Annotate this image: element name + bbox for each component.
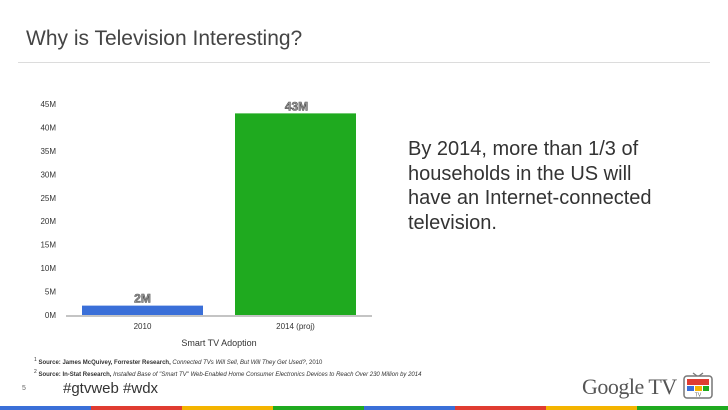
x-axis-title: Smart TV Adoption: [181, 338, 256, 348]
y-tick-label: 15M: [40, 241, 56, 250]
hashtags: #gtvweb #wdx: [63, 380, 159, 397]
slide-title: Why is Television Interesting?: [26, 27, 303, 50]
stripe-segment: [182, 406, 273, 410]
stripe-segment: [364, 406, 455, 410]
callout-text: By 2014, more than 1/3 of households in …: [408, 138, 652, 234]
bar-2014: [235, 113, 356, 315]
y-tick-label: 45M: [40, 100, 56, 109]
logo-text: Google TV: [582, 374, 677, 399]
footnote-1-number: 1: [34, 357, 37, 363]
tv-icon-badge: TV: [695, 393, 702, 399]
y-tick-label: 40M: [40, 123, 56, 132]
y-tick-label: 0M: [45, 311, 56, 320]
stripe-segment: [455, 406, 546, 410]
y-tick-label: 10M: [40, 264, 56, 273]
footnote-2: 2 Source: In-Stat Research, Installed Ba…: [34, 368, 421, 380]
stripe-segment: [637, 406, 728, 410]
y-tick-label: 35M: [40, 147, 56, 156]
footnotes: 1 Source: James McQuivey, Forrester Rese…: [34, 356, 421, 380]
x-tick-label: 2014 (proj): [276, 322, 315, 331]
page-number: 5: [22, 385, 26, 392]
footnote-2-source: Source: In-Stat Research,: [38, 372, 112, 378]
google-tv-logo: Google TV TV: [582, 372, 713, 400]
footnote-2-number: 2: [34, 369, 37, 375]
footnote-1: 1 Source: James McQuivey, Forrester Rese…: [34, 356, 421, 368]
footnote-1-tail: , 2010: [305, 360, 323, 366]
footnote-2-title: Installed Base of "Smart TV" Web-Enabled…: [113, 372, 422, 378]
x-tick-label: 2010: [134, 322, 152, 331]
header-divider: [18, 62, 710, 63]
stripe-segment: [546, 406, 637, 410]
stripe-segment: [273, 406, 364, 410]
y-tick-label: 30M: [40, 170, 56, 179]
bar-2010: [82, 305, 203, 315]
tv-icon: TV: [682, 372, 713, 399]
footer-color-stripe: [0, 406, 728, 410]
y-tick-label: 20M: [40, 217, 56, 226]
stripe-segment: [91, 406, 182, 410]
footnote-1-source: Source: James McQuivey, Forrester Resear…: [38, 360, 171, 366]
bar-data-label: 2M: [134, 292, 151, 306]
footnote-1-title: Connected TVs Will Sell, But Will They G…: [172, 360, 306, 366]
y-tick-label: 25M: [40, 194, 56, 203]
bar-data-label: 43M: [285, 99, 308, 113]
y-tick-label: 5M: [45, 288, 56, 297]
stripe-segment: [0, 406, 91, 410]
